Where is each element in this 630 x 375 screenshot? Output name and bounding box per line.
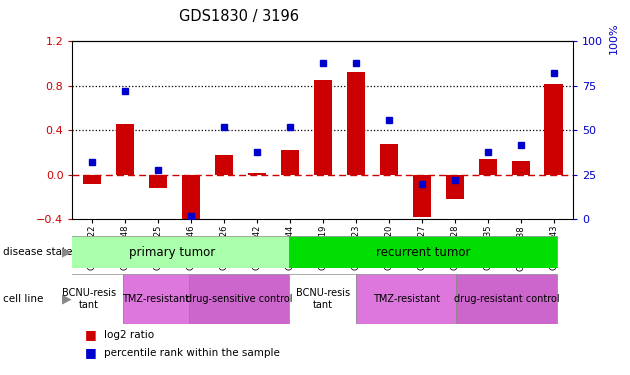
Y-axis label: 100%: 100% — [609, 22, 619, 54]
Text: ▶: ▶ — [62, 246, 71, 259]
Text: disease state: disease state — [3, 247, 72, 257]
Text: BCNU-resis
tant: BCNU-resis tant — [296, 288, 350, 310]
Text: TMZ-resistant: TMZ-resistant — [122, 294, 190, 304]
Bar — [290, 274, 357, 324]
Bar — [357, 274, 457, 324]
Bar — [149, 175, 167, 188]
Text: drug-sensitive control: drug-sensitive control — [186, 294, 293, 304]
Text: recurrent tumor: recurrent tumor — [376, 246, 471, 259]
Text: GDS1830 / 3196: GDS1830 / 3196 — [180, 9, 299, 24]
Bar — [314, 80, 332, 175]
Bar — [122, 274, 190, 324]
Bar — [413, 175, 431, 217]
Text: primary tumor: primary tumor — [130, 246, 215, 259]
Text: TMZ-resistant: TMZ-resistant — [373, 294, 440, 304]
Text: cell line: cell line — [3, 294, 43, 304]
Text: drug-resistant control: drug-resistant control — [454, 294, 559, 304]
Text: BCNU-resis
tant: BCNU-resis tant — [62, 288, 116, 310]
Bar — [380, 144, 398, 175]
Bar — [190, 274, 290, 324]
Text: ■: ■ — [85, 328, 97, 341]
Text: log2 ratio: log2 ratio — [104, 330, 154, 339]
Bar — [512, 162, 530, 175]
Bar — [55, 274, 122, 324]
Bar — [215, 155, 233, 175]
Bar — [182, 175, 200, 233]
Text: ▶: ▶ — [62, 292, 71, 306]
Bar — [479, 159, 496, 175]
Bar — [290, 236, 557, 268]
Bar — [116, 124, 134, 175]
Bar — [55, 236, 290, 268]
Bar — [544, 84, 563, 175]
Bar — [457, 274, 557, 324]
Bar — [248, 172, 266, 175]
Bar — [445, 175, 464, 200]
Text: percentile rank within the sample: percentile rank within the sample — [104, 348, 280, 357]
Bar — [83, 175, 101, 184]
Bar — [281, 150, 299, 175]
Text: ■: ■ — [85, 346, 97, 359]
Bar — [346, 72, 365, 175]
